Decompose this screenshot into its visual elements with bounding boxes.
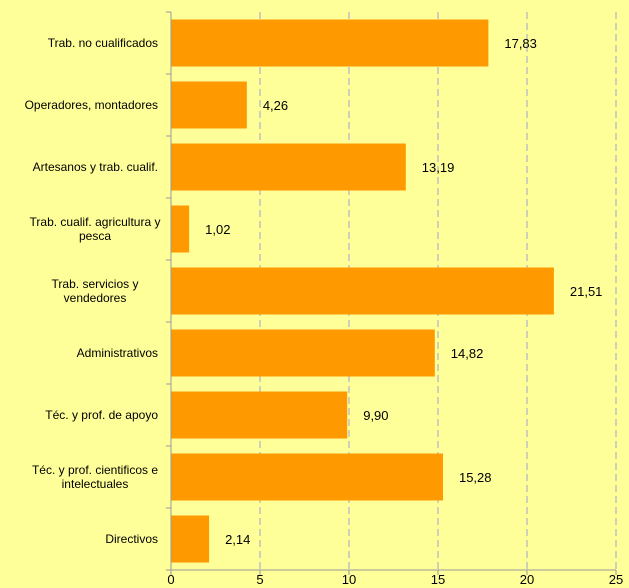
bar-5 [171, 267, 554, 315]
category-label: Directivos [105, 532, 158, 546]
category-label: Artesanos y trab. cualif. [33, 160, 158, 174]
category-label-line: pesca [79, 229, 111, 243]
bar-3 [171, 143, 406, 191]
category-label: Administrativos [77, 346, 158, 360]
category-label-line: Artesanos y trab. cualif. [33, 160, 158, 174]
value-label: 1,02 [205, 222, 230, 237]
category-label: Trab. cualif. agricultura y pesca [30, 215, 161, 243]
category-label-line: Téc. y prof. cientificos e [32, 463, 158, 477]
bar-7 [171, 391, 348, 439]
labels: 17,83 Trab. no cualificados 4,26 Operadores… [25, 36, 624, 587]
category-label: Operadores, montadores [25, 98, 158, 112]
value-label: 13,19 [422, 160, 455, 175]
category-label-line: Trab. cualif. agricultura y [30, 215, 161, 229]
value-label: 9,90 [363, 408, 388, 423]
bars [171, 19, 554, 563]
bar-1 [171, 19, 489, 67]
category-label-line: Trab. no cualificados [48, 36, 158, 50]
category-label-line: Téc. y prof. de apoyo [45, 408, 158, 422]
category-label-line: vendedores [64, 291, 127, 305]
value-label: 4,26 [263, 98, 288, 113]
bar-2 [171, 81, 247, 129]
x-tick-label: 25 [609, 572, 623, 587]
bar-4 [171, 205, 190, 253]
value-label: 17,83 [504, 36, 537, 51]
x-tick-label: 5 [256, 572, 263, 587]
category-label-line: intelectuales [62, 477, 129, 491]
category-label-line: Trab. servicios y [52, 277, 139, 291]
bar-9 [171, 515, 210, 563]
value-label: 15,28 [459, 470, 492, 485]
category-label: Trab. no cualificados [48, 36, 158, 50]
value-label: 2,14 [225, 532, 250, 547]
x-tick-label: 10 [342, 572, 356, 587]
value-label: 21,51 [570, 284, 603, 299]
x-tick-label: 15 [431, 572, 445, 587]
value-label: 14,82 [451, 346, 484, 361]
x-tick-label: 0 [167, 572, 174, 587]
category-label: Téc. y prof. de apoyo [45, 408, 158, 422]
category-label: Téc. y prof. cientificos e intelectuales [32, 463, 158, 491]
bar-6 [171, 329, 435, 377]
x-tick-label: 20 [520, 572, 534, 587]
category-label-line: Operadores, montadores [25, 98, 158, 112]
category-label-line: Administrativos [77, 346, 158, 360]
bar-8 [171, 453, 443, 501]
category-label: Trab. servicios y vendedores [52, 277, 139, 305]
axes [166, 11, 617, 575]
category-label-line: Directivos [105, 532, 158, 546]
